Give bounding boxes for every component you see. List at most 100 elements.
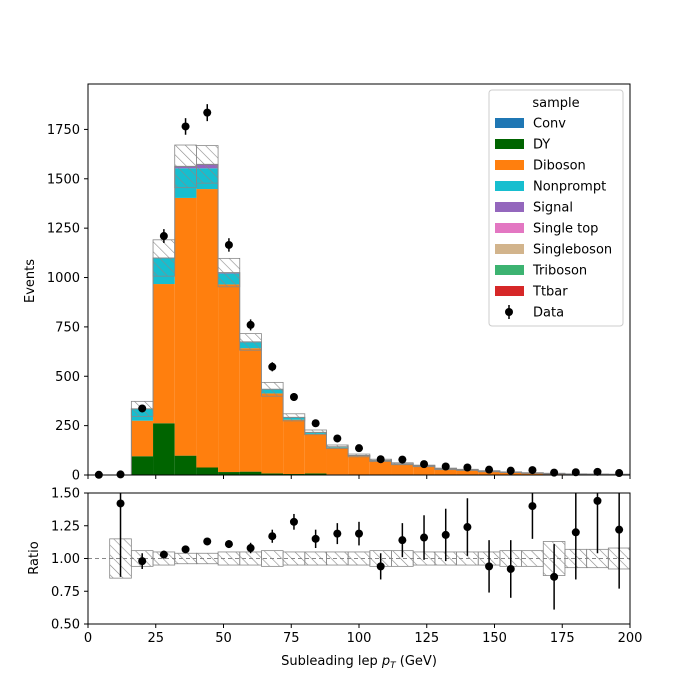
- ratio-point: [550, 572, 559, 581]
- x-tick-label: 75: [283, 631, 300, 646]
- bar-diboson: [196, 189, 219, 468]
- legend-title: sample: [532, 96, 579, 111]
- ratio-point: [203, 537, 212, 546]
- bar-diboson: [456, 470, 479, 475]
- x-axis-label: Subleading lep pT (GeV): [281, 654, 437, 671]
- x-tick-label: 125: [414, 631, 439, 646]
- ratio-point: [376, 562, 385, 571]
- ratio-point: [593, 496, 602, 505]
- bar-dy: [153, 423, 175, 475]
- ratio-y-tick-label: 1.00: [51, 552, 80, 567]
- legend-label-dy: DY: [533, 138, 550, 153]
- data-point: [311, 419, 320, 428]
- x-tick-label: 175: [550, 631, 575, 646]
- bar-dy: [218, 472, 240, 475]
- data-point: [485, 465, 494, 474]
- legend-swatch-conv: [495, 118, 524, 128]
- legend-swatch-signal: [495, 202, 524, 212]
- data-point: [224, 240, 233, 249]
- ratio-y-tick-label: 1.50: [51, 487, 80, 502]
- data-point: [116, 470, 125, 479]
- bar-diboson: [434, 469, 457, 475]
- legend-label-singleboson: Singleboson: [533, 243, 612, 258]
- data-point: [203, 108, 212, 117]
- ratio-point: [116, 499, 125, 508]
- ratio-point: [485, 562, 494, 571]
- ratio-y-axis-label: Ratio: [27, 541, 42, 574]
- bar-dy: [261, 473, 284, 475]
- legend-label-triboson: Triboson: [532, 264, 587, 279]
- data-point: [246, 320, 255, 329]
- data-point: [593, 467, 602, 476]
- legend: sample Conv DY Diboson Nonprompt Signal Singl…: [488, 89, 624, 327]
- bar-diboson: [261, 393, 284, 474]
- ratio-y-tick-label: 0.50: [51, 618, 80, 633]
- ratio-point: [463, 523, 472, 532]
- bar-diboson: [283, 419, 305, 475]
- ratio-uncertainty-band: [347, 551, 371, 566]
- y-tick-label: 1500: [47, 172, 80, 187]
- ratio-point: [506, 564, 515, 573]
- ratio-point: [268, 532, 277, 541]
- x-tick-label: 150: [482, 631, 507, 646]
- data-point: [181, 122, 190, 131]
- bar-dy: [304, 473, 327, 475]
- y-tick-label: 750: [55, 320, 80, 335]
- data-point: [138, 404, 147, 413]
- legend-label-signal: Signal: [533, 201, 573, 216]
- ratio-point: [333, 529, 342, 538]
- ratio-point: [289, 517, 298, 526]
- ratio-point: [138, 557, 147, 566]
- data-point: [355, 444, 363, 453]
- y-tick-label: 500: [55, 370, 80, 385]
- bar-dy: [174, 455, 197, 475]
- ratio-point: [246, 544, 255, 553]
- legend-swatch-diboson: [495, 160, 524, 170]
- data-point: [289, 392, 298, 401]
- y-tick-label: 0: [72, 469, 80, 484]
- data-point: [159, 232, 168, 241]
- bar-diboson: [348, 456, 370, 475]
- x-tick-label: 50: [215, 631, 232, 646]
- data-point: [615, 469, 624, 478]
- x-tick-label: 25: [147, 631, 164, 646]
- data-point: [268, 362, 277, 371]
- legend-marker-data: [505, 308, 513, 316]
- ratio-point: [311, 534, 320, 543]
- ratio-y-tick-label: 0.75: [51, 585, 80, 600]
- legend-swatch-singleboson: [495, 244, 524, 254]
- bar-dy: [131, 456, 154, 475]
- total-mc-outline: [88, 163, 630, 476]
- y-tick-label: 250: [55, 419, 80, 434]
- bar-diboson: [326, 447, 349, 475]
- ratio-point: [224, 540, 233, 549]
- legend-swatch-ttbar: [495, 286, 524, 296]
- main-frame: [87, 83, 631, 476]
- x-tick-label: 100: [347, 631, 372, 646]
- bar-diboson: [304, 433, 327, 474]
- data-point: [398, 455, 407, 464]
- legend-label-nonprompt: Nonprompt: [533, 180, 606, 195]
- bar-diboson: [391, 464, 414, 475]
- legend-label-diboson: Diboson: [533, 159, 586, 174]
- bar-diboson: [413, 466, 435, 475]
- ratio-panel: 0.50 0.75 1.00 1.25 1.50 0 25 50 75 100 125 150 175…: [27, 487, 642, 672]
- ratio-point: [571, 528, 580, 537]
- data-point: [441, 462, 450, 471]
- bar-dy: [196, 467, 219, 475]
- bar-diboson: [239, 348, 262, 472]
- data-point: [376, 455, 385, 464]
- x-tick-label: 200: [618, 631, 643, 646]
- ratio-point: [159, 550, 168, 559]
- ratio-point: [528, 502, 537, 511]
- ratio-point: [181, 545, 190, 554]
- ratio-point: [398, 536, 407, 545]
- bar-diboson: [369, 460, 392, 475]
- legend-label-data: Data: [533, 306, 564, 321]
- bar-dy: [239, 471, 262, 475]
- data-point: [528, 466, 537, 475]
- main-y-axis-label: Events: [23, 259, 38, 303]
- data-point: [463, 463, 472, 472]
- legend-swatch-dy: [495, 139, 524, 149]
- data-point: [333, 434, 342, 443]
